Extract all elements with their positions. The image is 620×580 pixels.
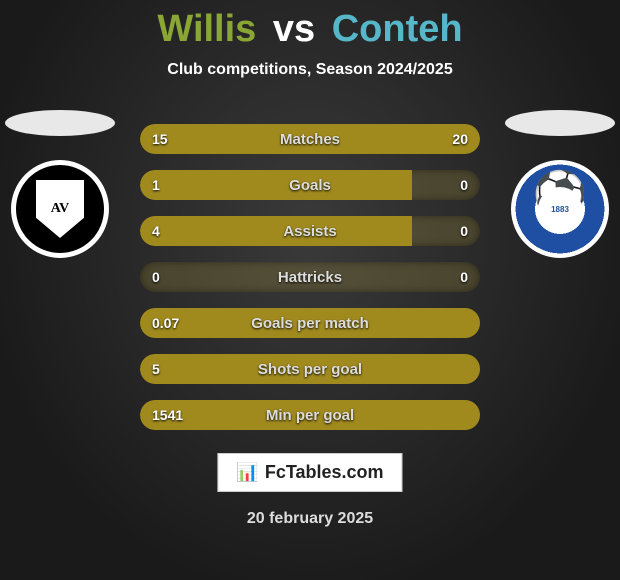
stat-value-right: 0 — [460, 170, 468, 200]
stat-row: Assists4 0 — [140, 216, 480, 246]
brand-box[interactable]: 📊 FcTables.com — [217, 453, 402, 492]
stat-value-right: 20 — [452, 124, 468, 154]
stat-row: Min per goal1541 — [140, 400, 480, 430]
stat-label: Matches — [140, 124, 480, 154]
stat-row: Shots per goal5 — [140, 354, 480, 384]
player2-silhouette — [505, 110, 615, 136]
shield-icon: AV — [36, 180, 84, 238]
stat-value-left: 0 — [152, 262, 160, 292]
right-player-column: ⚽ 1883 — [500, 110, 620, 258]
stat-value-left: 4 — [152, 216, 160, 246]
stat-label: Min per goal — [140, 400, 480, 430]
date-text: 20 february 2025 — [0, 510, 620, 528]
left-player-column: AV — [0, 110, 120, 258]
stat-value-left: 15 — [152, 124, 168, 154]
player1-name: Willis — [157, 8, 256, 50]
page-title: Willis vs Conteh — [0, 0, 620, 51]
stat-value-left: 0.07 — [152, 308, 179, 338]
player1-silhouette — [5, 110, 115, 136]
vs-text: vs — [273, 8, 315, 50]
player1-club-badge: AV — [11, 160, 109, 258]
stat-row: Goals per match0.07 — [140, 308, 480, 338]
chart-icon: 📊 — [236, 462, 258, 483]
stat-label: Goals per match — [140, 308, 480, 338]
brand-text: FcTables.com — [265, 462, 384, 483]
stat-row: Goals1 0 — [140, 170, 480, 200]
badge-year: 1883 — [538, 187, 582, 231]
stat-value-left: 5 — [152, 354, 160, 384]
stat-value-left: 1 — [152, 170, 160, 200]
stat-value-right: 0 — [460, 216, 468, 246]
player2-club-badge: ⚽ 1883 — [511, 160, 609, 258]
stat-label: Shots per goal — [140, 354, 480, 384]
stat-value-left: 1541 — [152, 400, 183, 430]
stat-row: Hattricks0 0 — [140, 262, 480, 292]
stats-bars: Matches1520Goals10Assists40Hattricks00Go… — [140, 124, 480, 446]
stat-row: Matches15 20 — [140, 124, 480, 154]
stat-label: Hattricks — [140, 262, 480, 292]
stat-value-right: 0 — [460, 262, 468, 292]
subtitle: Club competitions, Season 2024/2025 — [0, 61, 620, 79]
stat-label: Assists — [140, 216, 480, 246]
stat-label: Goals — [140, 170, 480, 200]
player2-name: Conteh — [332, 8, 463, 50]
